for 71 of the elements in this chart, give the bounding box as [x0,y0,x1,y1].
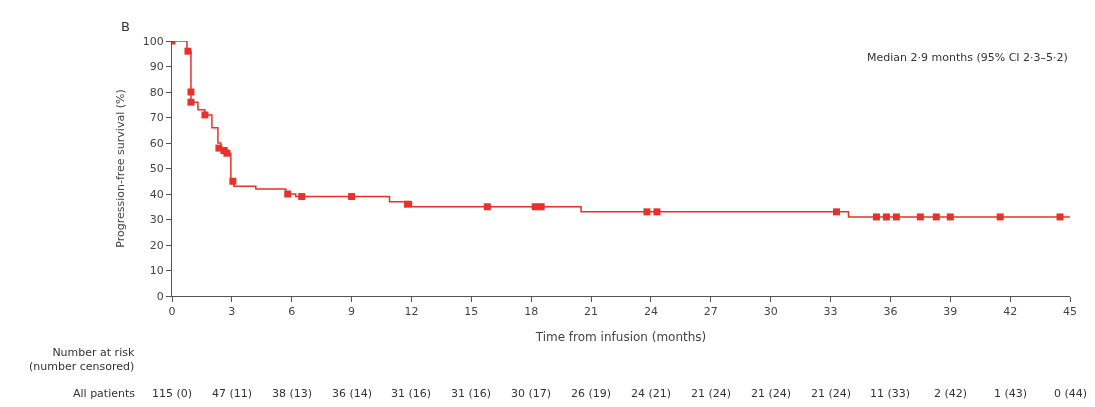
x-tick-label: 30 [763,305,778,319]
point [483,203,491,211]
point [916,213,924,221]
text: 26 (19) [571,387,612,400]
text: All patients [73,387,136,400]
point [403,200,411,208]
x-tick-label: 9 [348,305,356,319]
text: 24 (21) [631,387,672,400]
point [348,193,356,201]
text: 21 (24) [751,387,792,400]
text: 21 (24) [811,387,852,400]
x-tick-label: 15 [464,305,479,319]
text: 11 (33) [870,387,911,400]
y-tick-label: 90 [149,60,164,74]
y-tick-label: 40 [149,187,164,201]
text: 31 (16) [391,387,432,400]
text: B [121,19,130,34]
y-tick-label: 100 [142,34,164,48]
y-tick-label: 80 [149,85,164,99]
text: 1 (43) [994,387,1028,400]
x-tick-label: 39 [943,305,958,319]
point [187,88,195,96]
point [298,193,306,201]
point [833,208,841,216]
x-tick-label: 3 [228,305,236,319]
y-tick-label: 70 [149,111,164,125]
point [537,203,545,211]
x-tick-label: 24 [643,305,658,319]
text: 115 (0) [152,387,193,400]
point [643,208,651,216]
y-tick-label: 50 [149,162,164,176]
x-tick-label: 12 [404,305,419,319]
point [932,213,940,221]
point [201,111,209,119]
x-tick-label: 42 [1003,305,1018,319]
point [1056,213,1064,221]
point [653,208,661,216]
x-tick-label: 6 [288,305,296,319]
point [184,47,192,55]
y-tick-label: 20 [149,238,164,252]
y-tick-label: 30 [149,213,164,227]
text: 2 (42) [934,387,968,400]
annotation: Median 2·9 months (95% CI 2·3–5·2) [867,51,1068,64]
x-tick-label: 0 [168,305,176,319]
x-tick-label: 36 [883,305,898,319]
x-tick-label: 45 [1063,305,1077,319]
point [946,213,954,221]
x-tick-label: 33 [823,305,838,319]
y-tick-label: 10 [149,264,164,278]
point [872,213,880,221]
point [892,213,900,221]
text: 31 (16) [451,387,492,400]
text: 0 (44) [1054,387,1088,400]
text: 30 (17) [511,387,552,400]
text: 38 (13) [272,387,313,400]
y-tick-label: 60 [149,136,164,150]
point [229,177,237,185]
y-axis-title: Progression-free survival (%) [114,89,128,248]
point [882,213,890,221]
point [284,190,292,198]
point [996,213,1004,221]
point [187,98,195,106]
text: 21 (24) [691,387,732,400]
x-tick-label: 27 [703,305,718,319]
text: Number at risk (number censored) [29,346,135,374]
y-tick-label: 0 [156,289,164,303]
text: 47 (11) [212,387,253,400]
x-tick-label: 21 [584,305,599,319]
x-tick-label: 18 [524,305,539,319]
text: 36 (14) [332,387,373,400]
x-axis-title: Time from infusion (months) [534,330,707,345]
